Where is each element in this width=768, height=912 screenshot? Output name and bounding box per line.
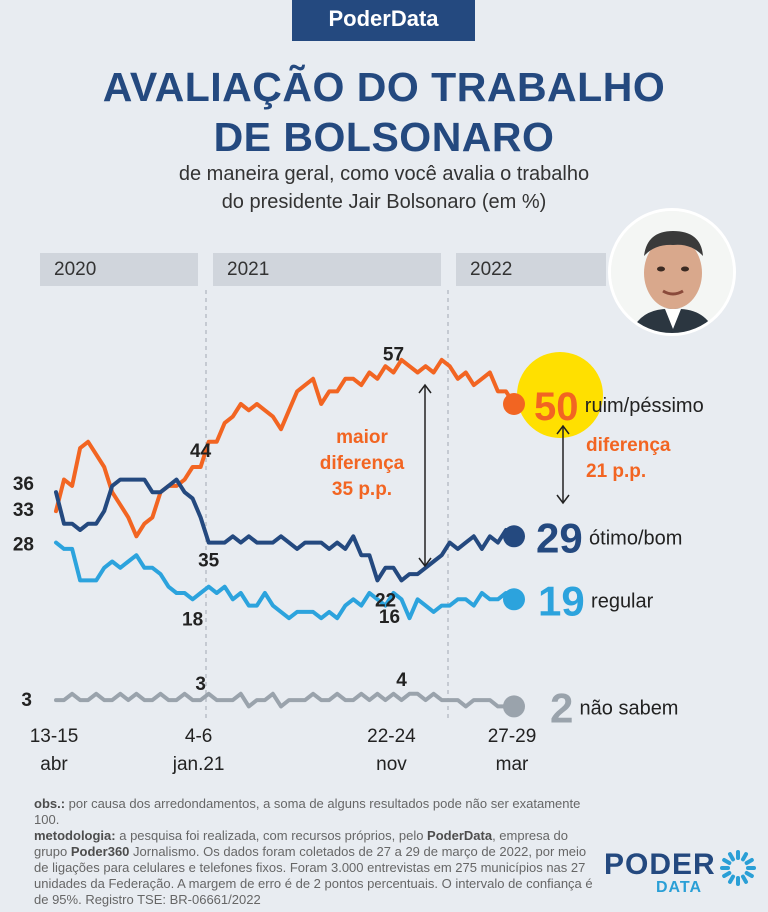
data-label-ruim-pessimo-1: 44 xyxy=(190,441,212,462)
data-label-regular-1: 18 xyxy=(182,609,203,630)
max-diff-text-0: maior xyxy=(336,427,388,448)
endpoint-ruim-pessimo xyxy=(503,393,525,415)
data-label-nao-sabem-0: 3 xyxy=(21,690,32,711)
data-label-ruim-pessimo-2: 57 xyxy=(383,345,404,366)
final-value-ruim-pessimo: 50 xyxy=(534,385,579,429)
endpoint-otimo-bom xyxy=(503,525,525,548)
current-diff-text-1: 21 p.p. xyxy=(586,461,646,482)
max-diff-arrow xyxy=(418,383,432,568)
x-label-0-bottom: abr xyxy=(40,754,68,775)
x-label-3-top: 27-29 xyxy=(488,726,537,747)
logo-data: DATA xyxy=(656,879,703,896)
series-line-otimo-bom xyxy=(54,477,516,583)
data-label-regular-2: 16 xyxy=(379,607,400,628)
final-value-nao-sabem: 2 xyxy=(550,684,573,731)
series-line-ruim-pessimo xyxy=(54,357,516,539)
endpoint-nao-sabem xyxy=(503,695,525,718)
title-line-2: DE BOLSONARO xyxy=(213,114,555,160)
data-label-ruim-pessimo-0: 33 xyxy=(13,500,34,521)
methodology-text-1: a pesquisa foi realizada, com recursos p… xyxy=(115,828,428,843)
data-label-otimo-bom-2: 22 xyxy=(375,590,396,611)
chart-subtitle: de maneira geral, como você avalia o tra… xyxy=(0,160,768,216)
portrait-illustration xyxy=(611,211,733,333)
year-2021: 2021 xyxy=(213,253,441,286)
president-photo xyxy=(608,208,736,336)
series-line-regular xyxy=(54,540,516,621)
methodology-text-2: , empresa do grupo xyxy=(34,828,568,859)
subtitle-line-2: do presidente Jair Bolsonaro (em %) xyxy=(221,191,547,213)
current-diff-arrow xyxy=(556,424,570,505)
methodology-brand: PoderData xyxy=(427,828,493,843)
poderdata-logo: PODER DATA xyxy=(604,848,756,896)
methodology-text-3: Jornalismo. Os dados foram coletados de … xyxy=(34,844,593,907)
x-label-2-top: 22-24 xyxy=(367,726,416,747)
x-label-1-top: 4-6 xyxy=(185,726,212,747)
brand-header: PoderData xyxy=(292,0,475,41)
data-label-nao-sabem-2: 4 xyxy=(396,670,407,691)
x-label-3-bottom: mar xyxy=(496,754,529,775)
footnotes: obs.: por causa dos arredondamentos, a s… xyxy=(34,796,594,908)
year-2020: 2020 xyxy=(40,253,198,286)
series-name-regular: regular xyxy=(591,590,654,612)
year-2022: 2022 xyxy=(456,253,606,286)
data-label-otimo-bom-0: 36 xyxy=(13,474,34,495)
x-label-1-bottom: jan.21 xyxy=(172,754,225,775)
series-name-otimo-bom: ótimo/bom xyxy=(589,527,682,549)
obs-text: por causa dos arredondamentos, a soma de… xyxy=(34,796,581,827)
logo-burst-icon xyxy=(720,850,756,886)
max-diff-text-1: diferença xyxy=(320,453,405,474)
data-label-otimo-bom-1: 35 xyxy=(198,551,220,572)
chart-title: AVALIAÇÃO DO TRABALHO DE BOLSONARO xyxy=(0,62,768,162)
methodology-group: Poder360 xyxy=(70,844,130,859)
series-line-nao-sabem xyxy=(54,691,516,709)
max-diff-text-2: 35 p.p. xyxy=(332,479,392,500)
x-label-2-bottom: nov xyxy=(376,754,407,775)
methodology-label: metodologia: xyxy=(34,828,116,843)
series-name-nao-sabem: não sabem xyxy=(580,697,679,719)
subtitle-line-1: de maneira geral, como você avalia o tra… xyxy=(178,163,590,185)
final-value-regular: 19 xyxy=(538,577,585,624)
highlight-circle xyxy=(517,352,603,438)
title-line-1: AVALIAÇÃO DO TRABALHO xyxy=(102,64,666,110)
logo-poder: PODER xyxy=(604,848,716,881)
x-label-0-top: 13-15 xyxy=(30,726,79,747)
endpoint-regular xyxy=(503,588,525,611)
data-label-regular-0: 28 xyxy=(13,535,34,556)
data-label-nao-sabem-1: 3 xyxy=(195,674,206,695)
series-name-ruim-pessimo: ruim/péssimo xyxy=(585,395,704,417)
obs-label: obs.: xyxy=(34,796,66,811)
current-diff-text-0: diferença xyxy=(586,435,671,456)
final-value-otimo-bom: 29 xyxy=(536,514,583,561)
